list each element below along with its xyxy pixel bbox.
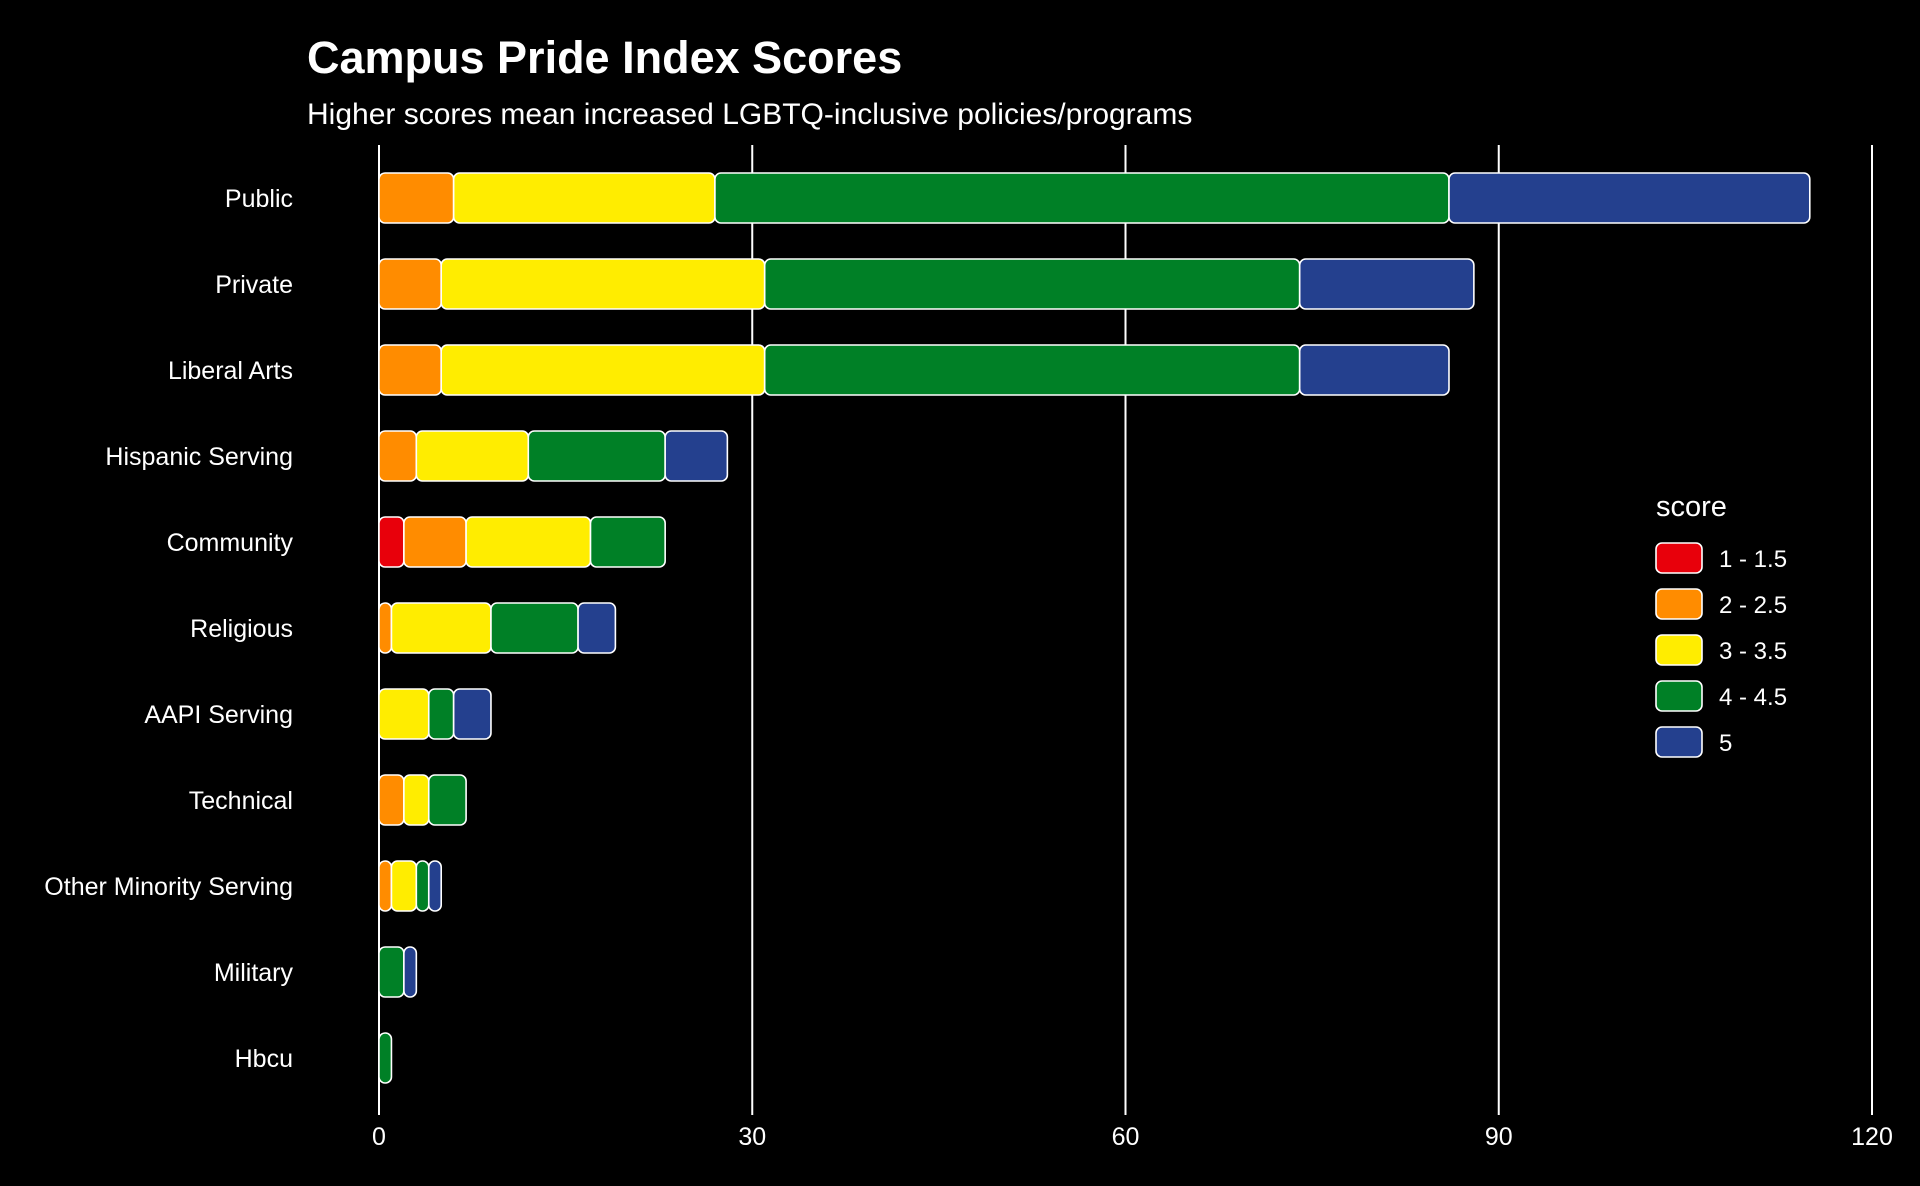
legend-label: 4 - 4.5 [1719, 684, 1787, 711]
category-label: AAPI Serving [144, 701, 293, 729]
bar-segment [378, 258, 443, 310]
bar-segment [490, 602, 579, 654]
chart-subtitle: Higher scores mean increased LGBTQ-inclu… [307, 98, 1192, 131]
bar-segment [664, 430, 729, 482]
bar-segment [452, 688, 492, 740]
bar-segment [1298, 258, 1475, 310]
legend-title: score [1656, 491, 1727, 523]
bar-segment [527, 430, 666, 482]
bar-segment [378, 516, 405, 568]
x-tick-label: 30 [738, 1123, 766, 1151]
bar-segment [378, 344, 443, 396]
chart-title: Campus Pride Index Scores [307, 32, 902, 83]
bar-segment [427, 774, 467, 826]
category-label: Private [215, 271, 293, 299]
legend-label: 5 [1719, 730, 1732, 757]
bar-segment [403, 774, 430, 826]
bar-segment [714, 172, 1450, 224]
bar-segment [1448, 172, 1811, 224]
legend-label: 2 - 2.5 [1719, 592, 1787, 619]
category-label: Hispanic Serving [105, 443, 293, 471]
legend: score 1 - 1.5 2 - 2.5 3 - 3.5 4 - 4.5 5 [1655, 491, 1787, 758]
category-label: Public [225, 185, 293, 213]
bar-segment [403, 946, 418, 998]
bar-segment [378, 860, 393, 912]
bar-segment [440, 258, 766, 310]
bar-segment [390, 602, 492, 654]
x-tick-label: 120 [1851, 1123, 1893, 1151]
bar-segment [577, 602, 617, 654]
legend-swatch [1655, 680, 1703, 712]
bar-segment [415, 430, 530, 482]
bar-segment [1298, 344, 1450, 396]
bar-segment [589, 516, 666, 568]
bar-segment [452, 172, 716, 224]
x-axis: 0 30 60 90 120 [372, 1123, 1893, 1151]
category-label: Community [167, 529, 294, 557]
x-tick-label: 0 [372, 1123, 386, 1151]
category-label: Technical [189, 787, 293, 815]
x-tick-label: 60 [1112, 1123, 1140, 1151]
bar-segment [378, 774, 405, 826]
legend-swatch [1655, 726, 1703, 758]
legend-swatch [1655, 634, 1703, 666]
bar-segment [427, 860, 443, 912]
x-tick-label: 90 [1485, 1123, 1513, 1151]
bar-segment [403, 516, 467, 568]
bar-segment [378, 430, 418, 482]
category-labels: Public Private Liberal Arts Hispanic Servin… [44, 185, 293, 1073]
bar-segment [415, 860, 430, 912]
legend-label: 3 - 3.5 [1719, 638, 1787, 665]
bar-segment [427, 688, 455, 740]
bar-segment [378, 172, 455, 224]
bar-segment [378, 946, 405, 998]
bar-segment [763, 258, 1301, 310]
category-label: Military [214, 959, 294, 987]
bar-segment [440, 344, 766, 396]
legend-swatch [1655, 588, 1703, 620]
category-label: Hbcu [235, 1045, 293, 1073]
category-label: Other Minority Serving [44, 873, 293, 901]
bar-segment [465, 516, 592, 568]
bar-segment [378, 688, 430, 740]
category-label: Liberal Arts [168, 357, 293, 385]
bar-segment [390, 860, 418, 912]
bar-segment [763, 344, 1301, 396]
legend-label: 1 - 1.5 [1719, 546, 1787, 573]
bar-segment [378, 1032, 393, 1084]
legend-swatch [1655, 542, 1703, 574]
bar-segment [378, 602, 393, 654]
bars-layer [378, 172, 1811, 1084]
category-label: Religious [190, 615, 293, 643]
